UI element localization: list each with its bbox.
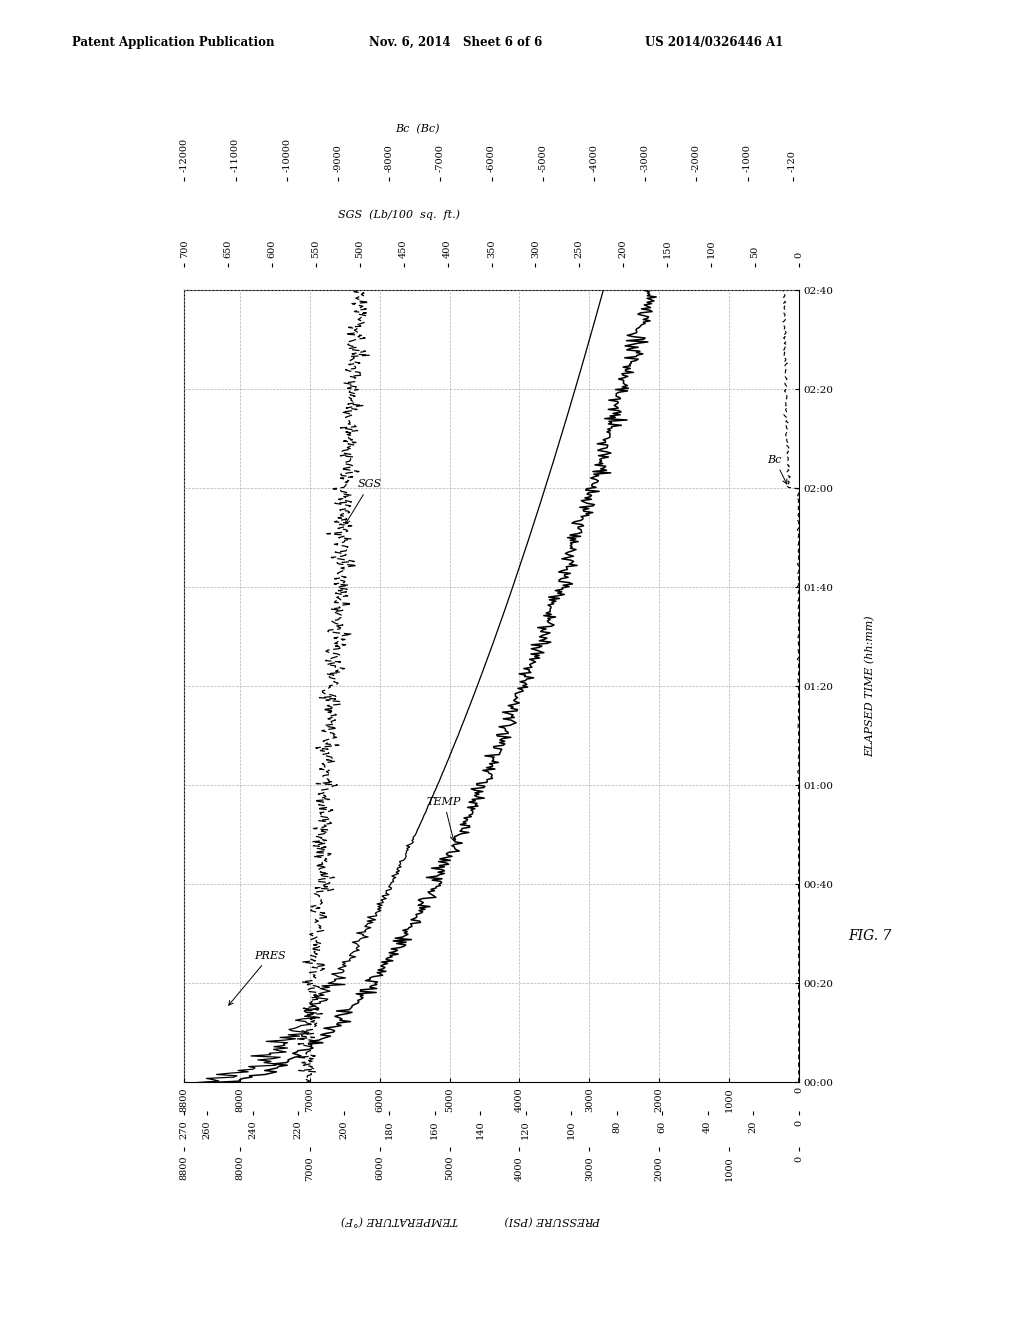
Text: TEMPERATURE (°F): TEMPERATURE (°F)	[341, 1214, 458, 1225]
Text: Patent Application Publication: Patent Application Publication	[72, 36, 274, 49]
Text: US 2014/0326446 A1: US 2014/0326446 A1	[645, 36, 783, 49]
Text: Nov. 6, 2014   Sheet 6 of 6: Nov. 6, 2014 Sheet 6 of 6	[369, 36, 542, 49]
Text: SGS  (Lb/100  sq.  ft.): SGS (Lb/100 sq. ft.)	[338, 210, 461, 220]
Text: SGS: SGS	[345, 479, 382, 524]
Text: FIG. 7: FIG. 7	[849, 929, 892, 942]
Text: TEMP: TEMP	[427, 797, 461, 841]
Text: Bc  (Bc): Bc (Bc)	[395, 124, 440, 135]
Text: PRESSURE (PSI): PRESSURE (PSI)	[505, 1214, 601, 1225]
Text: Bc: Bc	[768, 454, 786, 484]
Text: ELAPSED TIME (hh:mm): ELAPSED TIME (hh:mm)	[865, 615, 876, 758]
Text: PRES: PRES	[228, 950, 286, 1006]
